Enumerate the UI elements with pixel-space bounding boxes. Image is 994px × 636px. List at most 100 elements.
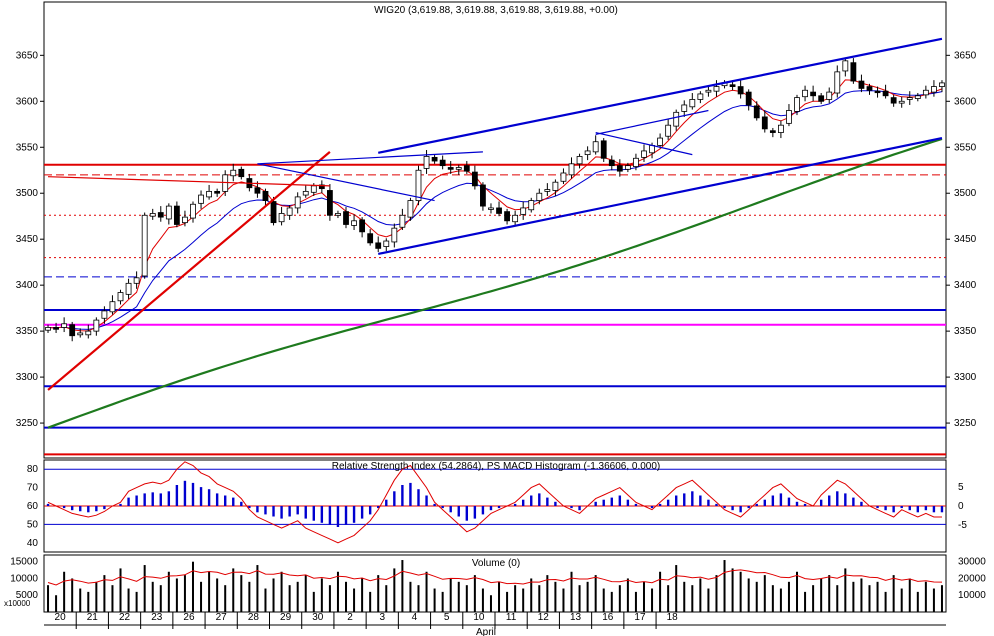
- volume-bar: [208, 571, 211, 612]
- macd-histogram-bar: [457, 506, 460, 517]
- price-tick-label: 3650: [16, 50, 39, 61]
- volume-bar: [900, 588, 903, 612]
- candle-body: [157, 212, 164, 218]
- date-tick-label: 13: [570, 612, 582, 623]
- candle-body: [310, 185, 317, 193]
- candle-body: [858, 80, 865, 89]
- candle-body: [327, 190, 333, 216]
- candle-body: [778, 124, 784, 133]
- macd-histogram-bar: [256, 506, 259, 513]
- candle-body: [826, 91, 833, 100]
- macd-histogram-bar: [183, 480, 187, 506]
- volume-bar: [167, 571, 170, 612]
- trend-line-7: [595, 131, 693, 156]
- volume-title: Volume (0): [472, 558, 520, 569]
- macd-histogram-bar: [377, 506, 380, 509]
- volume-bar: [828, 575, 831, 612]
- macd-histogram-bar: [521, 499, 525, 506]
- panel-frame-0: [43, 1, 947, 459]
- volume-bar: [554, 581, 557, 612]
- candle-body: [230, 169, 237, 177]
- date-tick-label: 2: [347, 612, 353, 623]
- macd-histogram-bar: [779, 493, 783, 506]
- price-tick-label: 3300: [16, 372, 39, 383]
- candle-body: [689, 99, 696, 108]
- macd-histogram-bar: [320, 506, 324, 523]
- candle-body: [238, 168, 245, 178]
- volume-bar: [55, 595, 58, 612]
- candle-body: [101, 310, 108, 319]
- date-tick-label: 17: [634, 612, 646, 623]
- volume-bar: [763, 575, 766, 612]
- macd-histogram-bar: [626, 499, 630, 506]
- volume-bar: [868, 585, 871, 612]
- volume-bar: [87, 591, 90, 612]
- volume-tick-label: 15000: [10, 557, 38, 568]
- candle-body: [61, 323, 68, 328]
- candle-body: [439, 159, 446, 167]
- date-tick-label: 30: [312, 612, 324, 623]
- date-tick-label: 12: [538, 612, 550, 623]
- candle-body: [536, 192, 543, 201]
- volume-bar: [562, 588, 565, 612]
- macd-histogram-bar: [473, 506, 477, 519]
- candle-body: [335, 213, 341, 216]
- candle-body: [254, 187, 261, 194]
- macd-histogram-bar: [884, 506, 887, 511]
- candle-body: [753, 105, 760, 119]
- volume-bar: [191, 561, 194, 612]
- candle-body: [471, 171, 478, 187]
- candle-body: [85, 330, 92, 336]
- volume-bar: [361, 578, 364, 612]
- macd-histogram-bar: [916, 506, 920, 513]
- rsi-title: Relative Strength Index (54.2864), PS MA…: [332, 461, 661, 472]
- volume-bar: [353, 588, 356, 612]
- volume-bar: [594, 575, 597, 612]
- macd-histogram-bar: [675, 495, 678, 506]
- candle-body: [528, 200, 535, 211]
- volume-bar: [586, 581, 589, 612]
- macd-histogram-bar: [650, 506, 654, 509]
- volume-bar: [345, 581, 348, 612]
- macd-tick-label: 5: [958, 482, 964, 493]
- candle-body: [842, 60, 849, 72]
- candle-body: [850, 62, 857, 82]
- volume-bar: [71, 578, 74, 612]
- volume-bar: [63, 571, 66, 612]
- volume-bar: [739, 571, 742, 612]
- candle-body: [737, 86, 744, 95]
- trend-line-1: [48, 176, 330, 187]
- candle-body: [504, 211, 510, 222]
- volume-bar: [135, 591, 138, 612]
- candle-body: [568, 163, 575, 176]
- candle-body: [786, 110, 792, 124]
- macd-histogram-bar: [344, 506, 348, 525]
- volume-bar: [296, 581, 299, 612]
- macd-histogram-bar: [360, 506, 364, 519]
- date-tick-label: 28: [248, 612, 260, 623]
- macd-histogram-bar: [707, 499, 710, 506]
- volume-bar: [377, 575, 380, 612]
- macd-histogram-bar: [683, 493, 686, 506]
- volume-bar: [151, 581, 154, 612]
- candle-body: [624, 165, 631, 170]
- volume-bar: [272, 578, 275, 612]
- macd-histogram-bar: [908, 506, 911, 511]
- candle-body: [866, 86, 873, 91]
- date-tick-label: 21: [87, 612, 99, 623]
- main-title: WIG20 (3,619.88, 3,619.88, 3,619.88, 3,6…: [374, 5, 618, 16]
- volume-bar: [95, 581, 98, 612]
- macd-histogram-bar: [336, 506, 340, 527]
- macd-histogram-bar: [103, 506, 106, 510]
- candle-body: [810, 91, 817, 97]
- volume-bar: [433, 588, 436, 612]
- candle-body: [262, 190, 269, 201]
- macd-histogram-bar: [803, 503, 807, 506]
- macd-histogram-bar: [272, 506, 275, 517]
- candle-body: [520, 207, 527, 215]
- candle-body: [318, 184, 325, 190]
- candle-body: [359, 219, 366, 233]
- candle-body: [931, 86, 937, 93]
- price-tick-label: 3500: [16, 188, 39, 199]
- volume-bar: [546, 575, 549, 612]
